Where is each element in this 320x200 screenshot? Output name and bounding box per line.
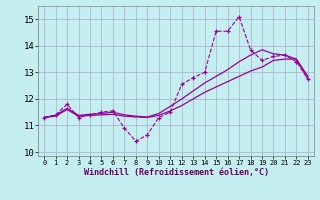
X-axis label: Windchill (Refroidissement éolien,°C): Windchill (Refroidissement éolien,°C)	[84, 168, 268, 177]
